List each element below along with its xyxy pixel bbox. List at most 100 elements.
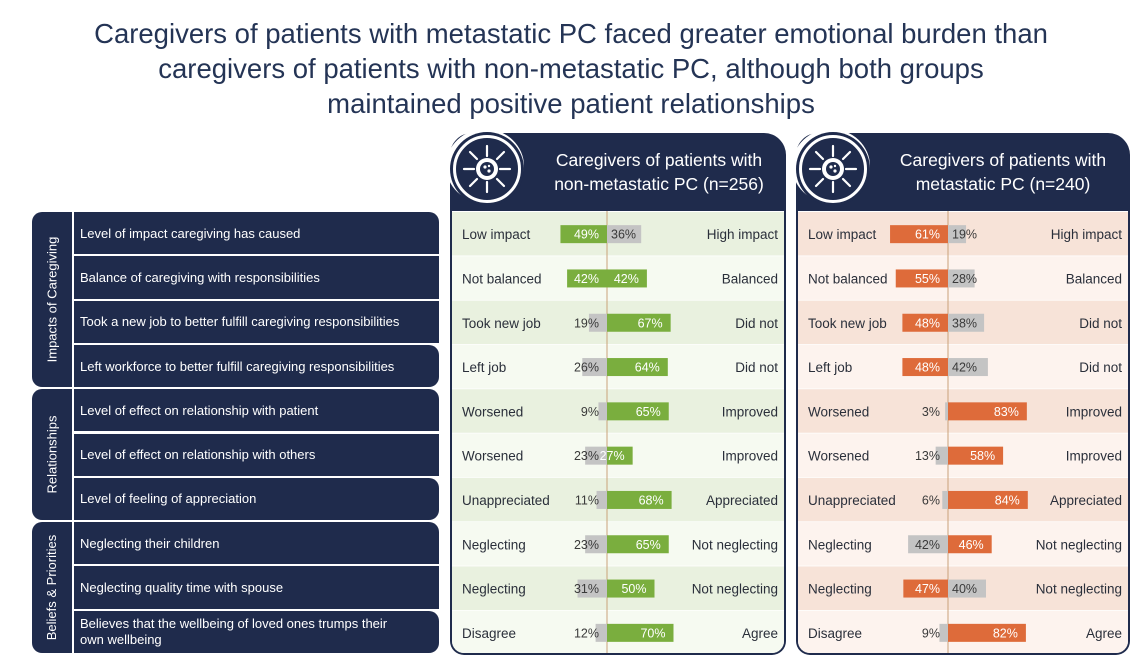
question-row: Level of impact caregiving has caused — [74, 212, 439, 255]
bar-right — [948, 623, 1026, 642]
row-left-label: Worsened — [462, 404, 523, 419]
value-label-left: 49% — [574, 228, 599, 242]
value-label-right: 42% — [952, 361, 977, 375]
met-header-line-2: metastatic PC (n=240) — [915, 174, 1091, 194]
row-right-label: Agree — [1086, 626, 1122, 641]
value-label-right: 84% — [995, 493, 1020, 507]
value-label-right: 68% — [639, 493, 664, 507]
value-label-left: 19% — [574, 316, 599, 330]
row-right-label: Balanced — [1066, 271, 1122, 286]
row-right-label: Not neglecting — [692, 537, 778, 552]
met-panel-body: 61% 19% Low impact High impact 55% 28% Not bal… — [796, 199, 1130, 655]
row-right-label: High impact — [1051, 227, 1123, 242]
bar-left — [567, 269, 607, 288]
value-label-left: 23% — [574, 449, 599, 463]
value-label-right: 19% — [952, 228, 977, 242]
row-right-label: Did not — [735, 316, 778, 331]
value-label-right: 40% — [952, 582, 977, 596]
value-label-left: 47% — [915, 582, 940, 596]
row-left-label: Neglecting — [808, 582, 872, 597]
bar-right — [607, 358, 668, 377]
diverging-bar-chart: 49% 36% Low impact High impact 42% 42% Not bal… — [452, 204, 784, 653]
row-left-label: Not balanced — [462, 271, 542, 286]
nonmet-header-line-2: non-metastatic PC (n=256) — [554, 174, 764, 194]
cell-icon — [453, 135, 521, 203]
value-label-right: 28% — [952, 272, 977, 286]
bar-left — [585, 446, 607, 465]
value-label-right: 82% — [993, 626, 1018, 640]
row-right-label: Appreciated — [1050, 493, 1122, 508]
bar-left — [585, 535, 607, 554]
row-right-label: Not neglecting — [1036, 582, 1122, 597]
bar-right — [948, 579, 986, 598]
nonmet-panel-body: 49% 36% Low impact High impact 42% 42% Not bal… — [450, 199, 786, 655]
value-label-left: 9% — [581, 405, 599, 419]
bar-left — [939, 623, 948, 642]
row-left-label: Neglecting — [808, 537, 872, 552]
value-label-left: 11% — [575, 493, 599, 507]
bar-right — [607, 446, 633, 465]
value-label-right: 46% — [959, 538, 984, 552]
row-right-label: Appreciated — [706, 493, 778, 508]
bar-left — [895, 269, 948, 288]
bar-right — [948, 490, 1028, 509]
value-label-right: 64% — [635, 361, 660, 375]
value-label-right: 50% — [621, 582, 646, 596]
bar-left — [598, 402, 607, 421]
bar-left — [560, 225, 607, 244]
value-label-right: 36% — [611, 228, 636, 242]
value-label-left: 6% — [922, 493, 940, 507]
bar-right — [607, 402, 669, 421]
value-label-right: 83% — [994, 405, 1019, 419]
value-label-left: 61% — [915, 228, 940, 242]
title-line-1: Caregivers of patients with metastatic P… — [94, 18, 1048, 49]
row-left-label: Unappreciated — [462, 493, 550, 508]
category-label: Impacts of Caregiving — [44, 236, 60, 363]
category-label: Relationships — [44, 415, 60, 494]
value-label-right: 58% — [970, 449, 995, 463]
value-label-right: 67% — [638, 316, 663, 330]
diverging-bar-chart: 61% 19% Low impact High impact 55% 28% Not bal… — [798, 204, 1128, 653]
question-row: Level of effect on relationship with pat… — [74, 389, 439, 432]
bar-right — [607, 579, 655, 598]
row-right-label: Not neglecting — [1036, 537, 1122, 552]
row-left-label: Unappreciated — [808, 493, 896, 508]
bar-right — [607, 623, 674, 642]
row-left-label: Worsened — [808, 404, 869, 419]
bar-right — [607, 313, 671, 332]
row-right-label: Improved — [722, 404, 778, 419]
value-label-right: 65% — [636, 538, 661, 552]
category-0: Impacts of Caregiving — [32, 212, 72, 388]
title-line-2: caregivers of patients with non-metastat… — [158, 53, 984, 84]
bar-right — [948, 446, 1004, 465]
row-right-label: Improved — [1066, 449, 1122, 464]
row-left-label: Left job — [462, 360, 506, 375]
value-label-left: 48% — [915, 361, 940, 375]
row-right-label: Agree — [742, 626, 778, 641]
bar-left — [890, 225, 948, 244]
value-label-right: 65% — [636, 405, 661, 419]
question-row: Took a new job to better fulfill caregiv… — [74, 300, 439, 343]
row-left-label: Worsened — [808, 449, 869, 464]
page-title: Caregivers of patients with metastatic P… — [40, 16, 1102, 121]
bar-left — [908, 535, 948, 554]
value-label-left: 12% — [574, 626, 599, 640]
category-1: Relationships — [32, 389, 72, 521]
bar-right — [607, 225, 642, 244]
nonmet-header-line-1: Caregivers of patients with — [555, 150, 763, 170]
row-left-label: Neglecting — [462, 582, 526, 597]
row-right-label: Improved — [722, 449, 778, 464]
row-left-label: Left job — [808, 360, 852, 375]
met-panel-header: Caregivers of patients with metastatic P… — [792, 129, 1130, 211]
value-label-left: 42% — [574, 272, 599, 286]
category-2: Beliefs & Priorities — [32, 522, 72, 653]
bar-right — [607, 269, 647, 288]
value-label-right: 38% — [952, 316, 977, 330]
value-label-left: 48% — [915, 316, 940, 330]
row-right-label: Not neglecting — [692, 582, 778, 597]
bar-left — [902, 313, 948, 332]
bar-left — [903, 579, 948, 598]
bar-left — [577, 579, 607, 598]
nonmet-logo — [446, 129, 524, 203]
bar-left — [582, 358, 607, 377]
